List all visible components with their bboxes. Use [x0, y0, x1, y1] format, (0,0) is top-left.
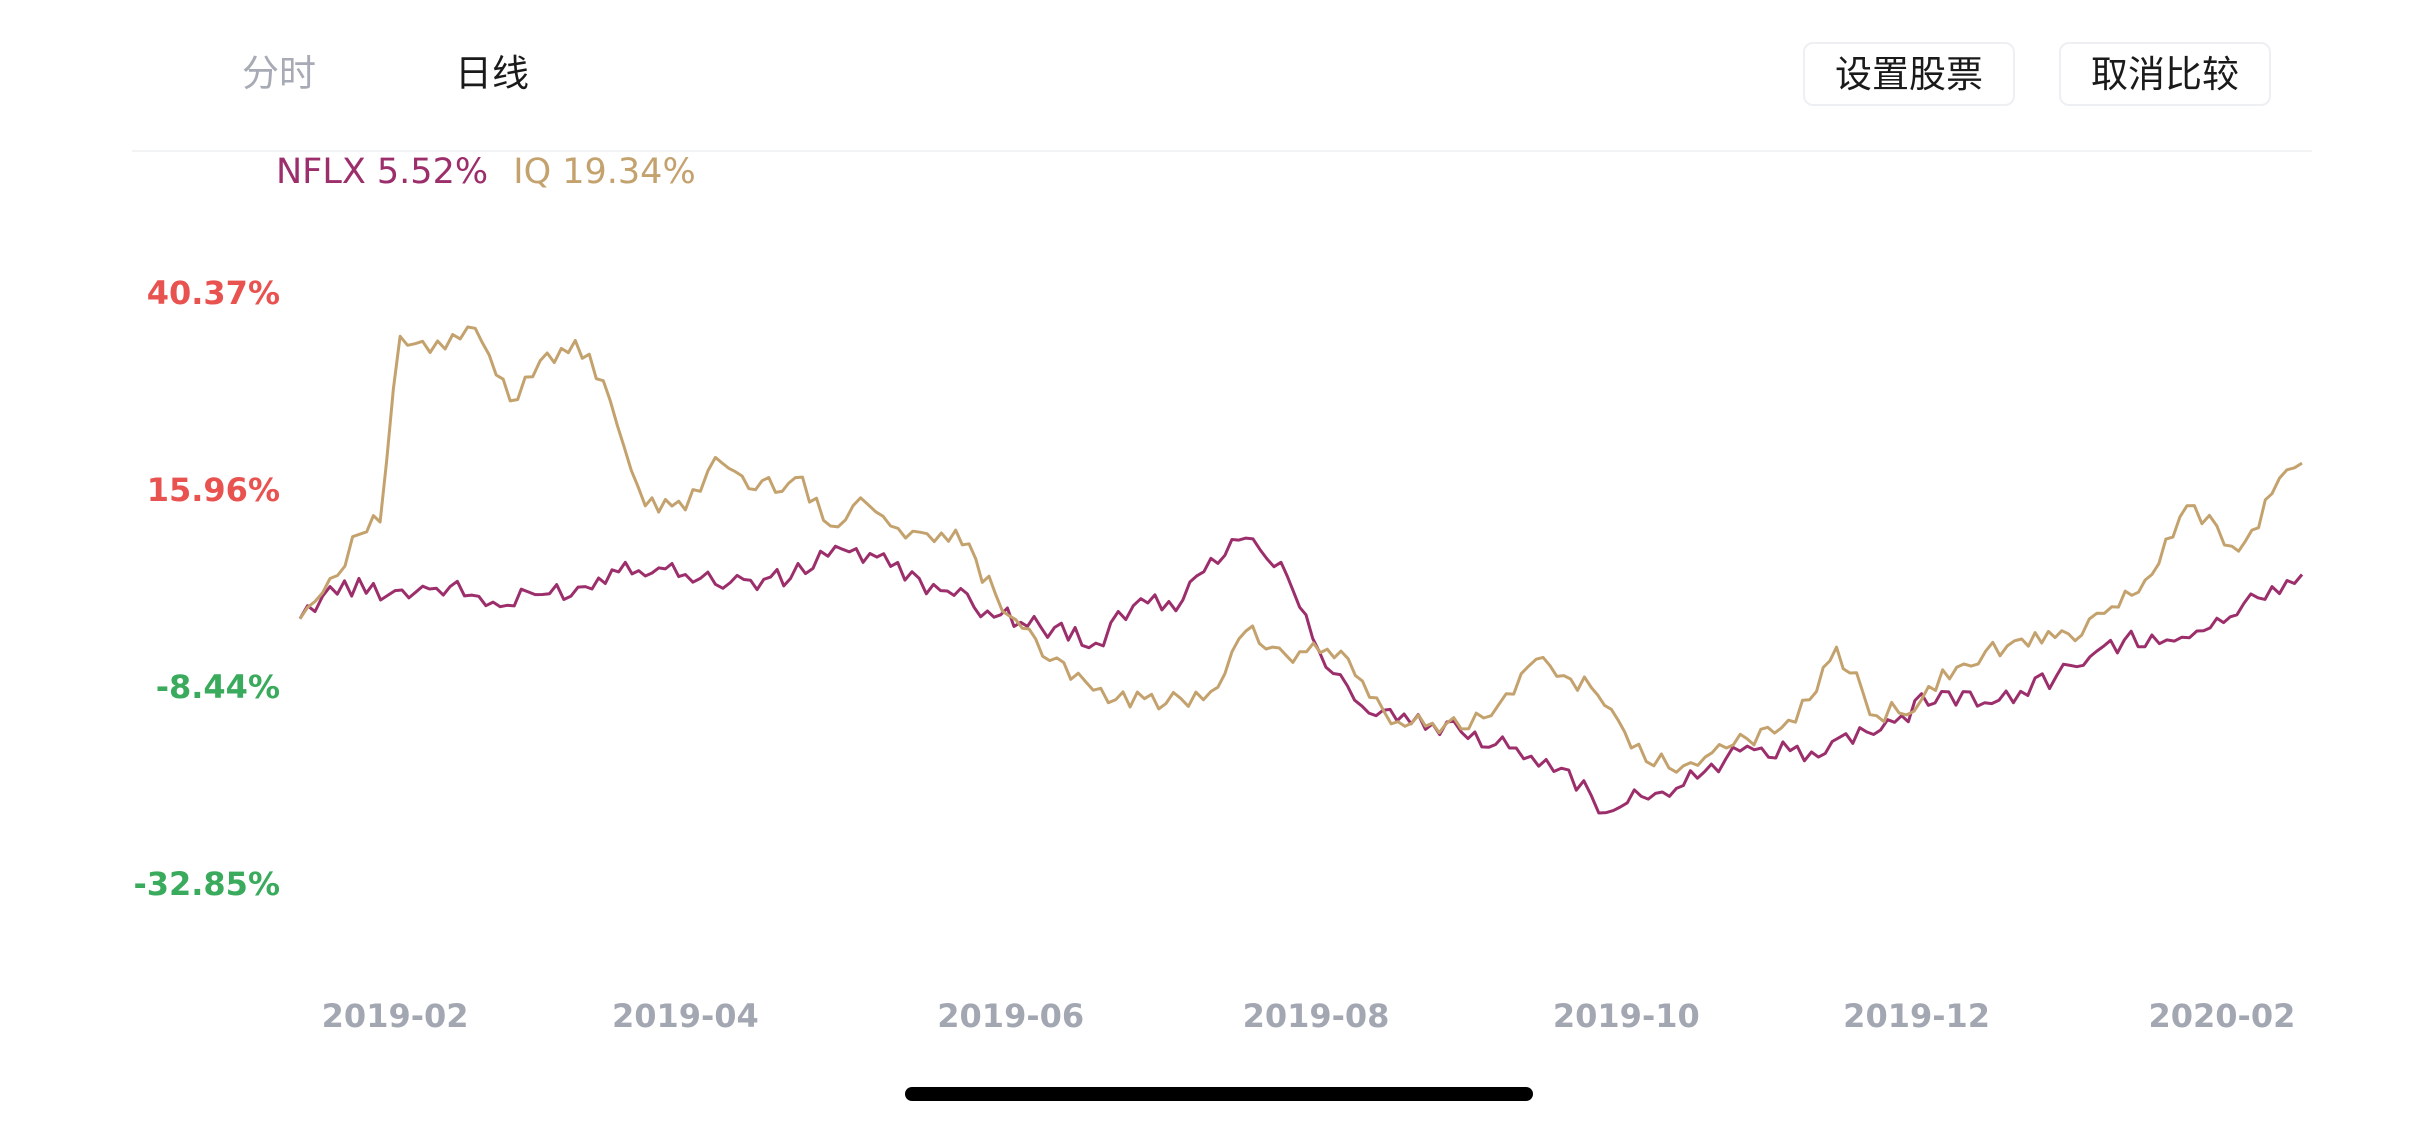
tab-intraday[interactable]: 分时	[242, 52, 316, 95]
home-indicator[interactable]	[905, 1087, 1533, 1101]
y-tick-label: -32.85%	[133, 865, 280, 903]
header-divider	[132, 150, 2312, 152]
x-tick-label: 2019-02	[321, 997, 469, 1035]
y-tick-label: 40.37%	[146, 274, 280, 312]
chart-legend: NFLX 5.52% IQ 19.34%	[276, 148, 696, 196]
x-tick-label: 2019-12	[1843, 997, 1991, 1035]
tab-daily[interactable]: 日线	[455, 52, 529, 95]
x-tick-label: 2019-08	[1242, 997, 1390, 1035]
legend-item-iq: IQ 19.34%	[513, 152, 696, 192]
x-tick-label: 2019-10	[1552, 997, 1700, 1035]
series-line-iq	[298, 325, 2303, 774]
x-tick-label: 2019-06	[937, 997, 1085, 1035]
x-tick-label: 2019-04	[611, 997, 759, 1035]
set-stock-button[interactable]: 设置股票	[1803, 42, 2015, 106]
cancel-compare-button[interactable]: 取消比较	[2059, 42, 2271, 106]
y-tick-label: 15.96%	[146, 471, 280, 510]
legend-item-nflx: NFLX 5.52%	[276, 152, 489, 192]
y-tick-label: -8.44%	[155, 667, 280, 706]
x-tick-label: 2020-02	[2148, 997, 2296, 1035]
series-line-nflx	[298, 536, 2304, 815]
